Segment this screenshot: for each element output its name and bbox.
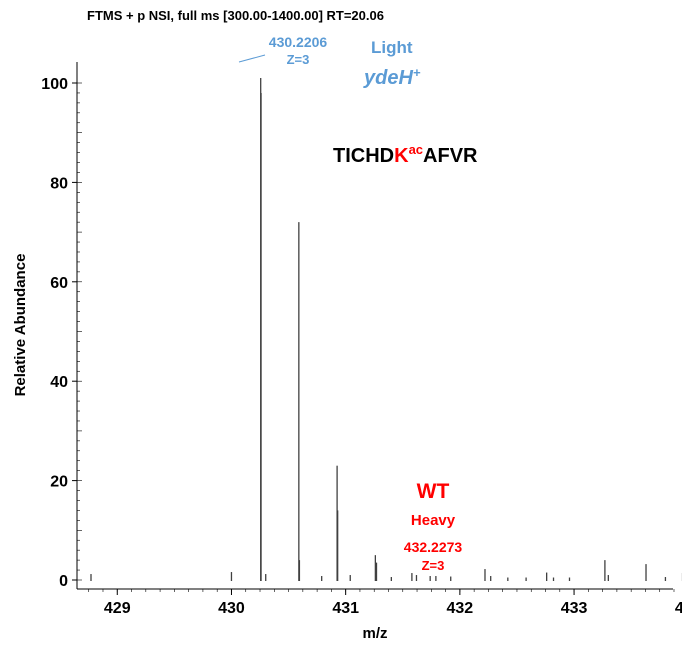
y-axis-label: Relative Abundance <box>12 254 29 397</box>
light-mz-label: 430.2206 <box>269 34 328 50</box>
heavy-annotation: WT Heavy 432.2273 Z=3 <box>404 480 463 573</box>
y-tick-label: 80 <box>50 175 68 192</box>
heavy-charge-label: Z=3 <box>422 558 445 573</box>
y-tick-label: 40 <box>50 374 68 391</box>
y-tick-label: 60 <box>50 275 68 292</box>
peptide-sequence: TICHDKacAFVR <box>333 142 478 167</box>
x-tick-label: 429 <box>104 600 131 617</box>
x-tick-label: 433 <box>561 600 588 617</box>
heavy-mz-label: 432.2273 <box>404 539 463 555</box>
x-tick-label: 434 <box>675 600 682 617</box>
peaks <box>90 78 682 581</box>
heavy-strain-label: WT <box>417 480 450 503</box>
light-strain-sup: + <box>413 65 421 80</box>
x-tick-label: 430 <box>218 600 245 617</box>
light-charge-label: Z=3 <box>287 52 310 67</box>
heavy-label: Heavy <box>411 512 456 529</box>
x-axis-label: m/z <box>362 625 387 642</box>
peptide-prefix: TICHD <box>333 145 394 167</box>
y-tick-label: 0 <box>59 573 68 590</box>
x-tick-label: 431 <box>332 600 359 617</box>
chart-title: FTMS + p NSI, full ms [300.00-1400.00] R… <box>87 8 384 23</box>
light-label: Light <box>371 38 413 57</box>
light-leader-line <box>238 54 266 63</box>
plot-area: 0 20 40 60 80 100 429 430 431 432 433 434 <box>41 62 682 617</box>
x-tick-label: 432 <box>447 600 474 617</box>
y-tick-label: 100 <box>41 76 68 93</box>
light-annotation: 430.2206 Z=3 Light ydeH+ <box>238 34 421 89</box>
peptide-modified-residue: K <box>394 145 409 167</box>
y-minor-ticks <box>77 82 82 581</box>
peptide-suffix: AFVR <box>423 145 478 167</box>
y-ticks: 0 20 40 60 80 100 <box>41 76 77 590</box>
y-tick-label: 20 <box>50 474 68 491</box>
light-strain-name: ydeH <box>363 67 413 89</box>
peptide-modification: ac <box>409 142 423 157</box>
light-strain-label: ydeH+ <box>363 65 421 89</box>
x-ticks: 429 430 431 432 433 434 <box>104 589 682 617</box>
